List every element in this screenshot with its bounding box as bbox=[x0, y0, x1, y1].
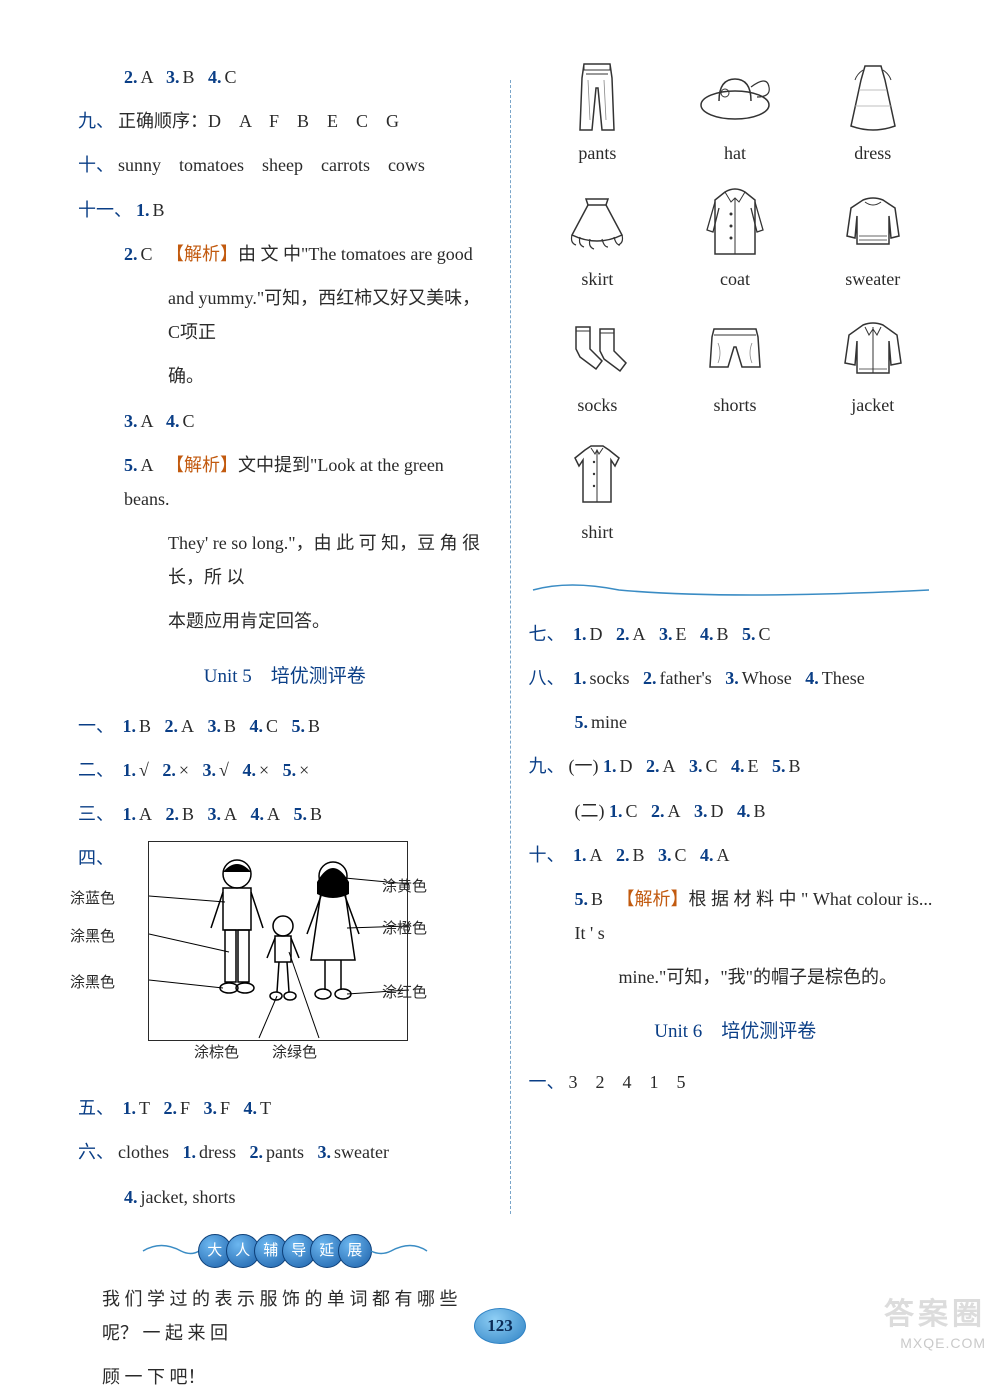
clothes-label: socks bbox=[529, 388, 667, 422]
sweater-icon bbox=[837, 192, 909, 254]
section-11: 十一、1.B bbox=[78, 193, 492, 227]
answer-row: 2.A 3.B 4.C bbox=[78, 60, 492, 94]
section-1r: 一、3 2 4 1 5 bbox=[529, 1065, 943, 1099]
family-coloring-diagram bbox=[148, 841, 408, 1041]
section-10: 十、sunny tomatoes sheep carrots cows bbox=[78, 148, 492, 182]
clothes-item: shorts bbox=[666, 310, 804, 422]
section-8: 八、 1.socks 2.father's 3.Whose 4.These bbox=[529, 661, 943, 695]
clothes-item: coat bbox=[666, 184, 804, 296]
section-2: 二、 1.√ 2.× 3.√ 4.× 5.× bbox=[78, 753, 492, 787]
section-8-cont: 5.mine bbox=[529, 705, 943, 739]
diagram-label: 涂红色 bbox=[382, 979, 427, 1008]
diagram-label: 涂绿色 bbox=[272, 1039, 317, 1068]
q-num: 3. bbox=[166, 67, 180, 87]
left-column: 2.A 3.B 4.C 九、正确顺序：D A F B E C G 十、sunny… bbox=[60, 50, 510, 1284]
skirt-icon bbox=[562, 191, 632, 255]
pants-icon bbox=[570, 60, 624, 134]
page-number: 123 bbox=[474, 1308, 526, 1344]
badge-lobe: 展 bbox=[338, 1234, 372, 1268]
clothes-item: jacket bbox=[804, 310, 942, 422]
section-7: 七、 1.D 2.A 3.E 4.B 5.C bbox=[529, 617, 943, 651]
flourish-right-icon bbox=[369, 1242, 429, 1260]
clothes-label: skirt bbox=[529, 262, 667, 296]
section-label: 十一、 bbox=[78, 200, 132, 220]
answer-row: 3.A 4.C bbox=[78, 404, 492, 438]
analysis-tag: 【解析】 bbox=[166, 455, 238, 475]
analysis-tag: 【解析】 bbox=[166, 244, 238, 264]
jacket-icon bbox=[837, 317, 909, 381]
clothes-item: hat bbox=[666, 58, 804, 170]
q-num: 2. bbox=[124, 67, 138, 87]
clothes-label: pants bbox=[529, 136, 667, 170]
footer-text: 顾 一 下 吧！ bbox=[78, 1360, 492, 1394]
clothes-label: hat bbox=[666, 136, 804, 170]
clothes-label: dress bbox=[804, 136, 942, 170]
section-9: 九、正确顺序：D A F B E C G bbox=[78, 104, 492, 138]
section-10r: 十、 1.A 2.B 3.C 4.A bbox=[529, 838, 943, 872]
clothes-item: shirt bbox=[529, 437, 667, 549]
section-label: 十、 bbox=[78, 155, 114, 175]
watermark-text: 答案圈 bbox=[884, 1295, 986, 1334]
section-6: 六、clothes 1.dress 2.pants 3.sweater bbox=[78, 1135, 492, 1169]
clothes-label: shorts bbox=[666, 388, 804, 422]
coat-icon bbox=[705, 184, 765, 262]
section-6-cont: 4.jacket, shorts bbox=[78, 1180, 492, 1214]
explanation-cont: and yummy."可知，西红柿又好又美味，C项正 bbox=[78, 281, 492, 349]
section-9r: 九、(一) 1.D 2.A 3.C 4.E 5.B bbox=[529, 749, 943, 783]
badge-banner: 大 人 辅 导 延 展 bbox=[78, 1234, 492, 1268]
dress-icon bbox=[841, 60, 905, 134]
diagram-label: 涂黑色 bbox=[70, 969, 115, 998]
q-num: 4. bbox=[208, 67, 222, 87]
explanation-cont: 确。 bbox=[78, 359, 492, 393]
unit6-title: Unit 6 培优测评卷 bbox=[529, 1014, 943, 1050]
clothes-label: jacket bbox=[804, 388, 942, 422]
socks-icon bbox=[562, 321, 632, 377]
diagram-label: 涂黄色 bbox=[382, 873, 427, 902]
clothes-grid: pants hat dress skirt coat sweater bbox=[529, 58, 943, 563]
analysis-tag: 【解析】 bbox=[617, 889, 689, 909]
section-3: 三、 1.A 2.B 3.A 4.A 5.B bbox=[78, 797, 492, 831]
section-5: 五、 1.T 2.F 3.F 4.T bbox=[78, 1091, 492, 1125]
section-9r-cont: (二) 1.C 2.A 3.D 4.B bbox=[529, 794, 943, 828]
watermark: 答案圈 MXQE.COM bbox=[884, 1295, 986, 1352]
shirt-icon bbox=[567, 442, 627, 510]
diagram-label: 涂蓝色 bbox=[70, 885, 115, 914]
watermark-url: MXQE.COM bbox=[884, 1334, 986, 1352]
explanation: 2.C 【解析】由 文 中"The tomatoes are good bbox=[78, 237, 492, 271]
section-1: 一、 1.B 2.A 3.B 4.C 5.B bbox=[78, 709, 492, 743]
diagram-label: 涂棕色 bbox=[194, 1039, 239, 1068]
unit5-title: Unit 5 培优测评卷 bbox=[78, 659, 492, 695]
explanation-cont: mine."可知，"我"的帽子是棕色的。 bbox=[529, 960, 943, 994]
right-column: pants hat dress skirt coat sweater bbox=[511, 50, 961, 1284]
explanation: 5.B 【解析】根 据 材 料 中 " What colour is... It… bbox=[529, 882, 943, 950]
flourish-icon bbox=[529, 582, 943, 598]
section-label: 九、 bbox=[78, 111, 114, 131]
clothes-item: sweater bbox=[804, 184, 942, 296]
diagram-label: 涂橙色 bbox=[382, 915, 427, 944]
hat-icon bbox=[695, 67, 775, 127]
shorts-icon bbox=[702, 323, 768, 375]
diagram-label: 涂黑色 bbox=[70, 923, 115, 952]
flourish-divider bbox=[529, 581, 943, 599]
footer-text: 我 们 学 过 的 表 示 服 饰 的 单 词 都 有 哪 些 呢？ 一 起 来… bbox=[78, 1282, 492, 1350]
clothes-label: shirt bbox=[529, 515, 667, 549]
clothes-item: pants bbox=[529, 58, 667, 170]
clothes-label: sweater bbox=[804, 262, 942, 296]
explanation: 5.A 【解析】文中提到"Look at the green beans. bbox=[78, 448, 492, 516]
explanation-cont: They' re so long."，由 此 可 知，豆 角 很 长，所 以 bbox=[78, 526, 492, 594]
section-4: 四、 bbox=[78, 841, 492, 1041]
explanation-cont: 本题应用肯定回答。 bbox=[78, 604, 492, 638]
clothes-item: skirt bbox=[529, 184, 667, 296]
clothes-item: socks bbox=[529, 310, 667, 422]
clothes-item: dress bbox=[804, 58, 942, 170]
clothes-label: coat bbox=[666, 262, 804, 296]
flourish-left-icon bbox=[141, 1242, 201, 1260]
